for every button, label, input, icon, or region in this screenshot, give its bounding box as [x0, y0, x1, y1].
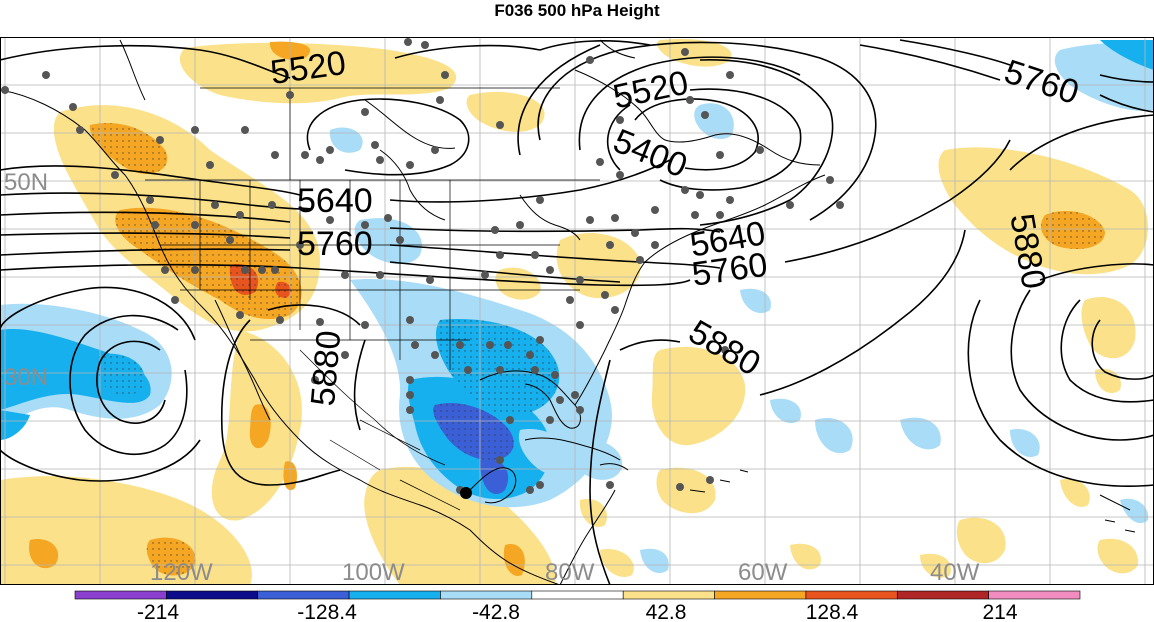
- colorbar-box: [988, 590, 1081, 600]
- height-contours: [0, 39, 1154, 586]
- contour-labels: 5520 5520 5400 5640 5640 5760 5760 5760 …: [268, 44, 1083, 408]
- colorbar-box: [805, 590, 898, 600]
- colorbar-label: -214: [137, 601, 179, 622]
- political-borders: [145, 87, 600, 511]
- colorbar-box: [257, 590, 350, 600]
- colorbar-box: [440, 590, 533, 600]
- lat-lon-grid: [0, 37, 1154, 585]
- colorbar-boxes: [74, 590, 1081, 600]
- coastlines: [0, 39, 1136, 585]
- contour-label: 5760: [297, 225, 373, 263]
- axis-labels: 50N 30N 120W 100W 80W 60W 40W: [4, 169, 980, 586]
- lat-label-50n: 50N: [4, 169, 48, 196]
- colorbar-box: [348, 590, 441, 600]
- colorbar-label: -128.4: [297, 601, 357, 622]
- colorbar-box: [714, 590, 807, 600]
- colorbar-label: 214: [982, 601, 1017, 622]
- colorbar-box: [166, 590, 259, 600]
- colorbar-box: [622, 590, 715, 600]
- lon-label-80w: 80W: [545, 559, 595, 586]
- station-markers: [1, 38, 844, 494]
- colorbar-label: 128.4: [806, 601, 859, 622]
- colorbar-box: [531, 590, 624, 600]
- lon-label-100w: 100W: [342, 559, 405, 586]
- contour-label: 5880: [304, 329, 348, 408]
- volcano-marker: [460, 487, 472, 499]
- colorbar-label: -42.8: [472, 601, 520, 622]
- colorbar-box: [896, 590, 989, 600]
- lon-label-40w: 40W: [930, 559, 980, 586]
- contour-label: 5640: [297, 182, 373, 220]
- colorbar-labels: -214 -128.4 -42.8 42.8 128.4 214: [137, 601, 1018, 622]
- lon-label-120w: 120W: [150, 559, 213, 586]
- lat-label-30n: 30N: [4, 364, 48, 391]
- map-title: F036 500 hPa Height: [494, 1, 660, 20]
- colorbar-box: [74, 590, 167, 600]
- colorbar-label: 42.8: [646, 601, 687, 622]
- lon-label-60w: 60W: [738, 559, 788, 586]
